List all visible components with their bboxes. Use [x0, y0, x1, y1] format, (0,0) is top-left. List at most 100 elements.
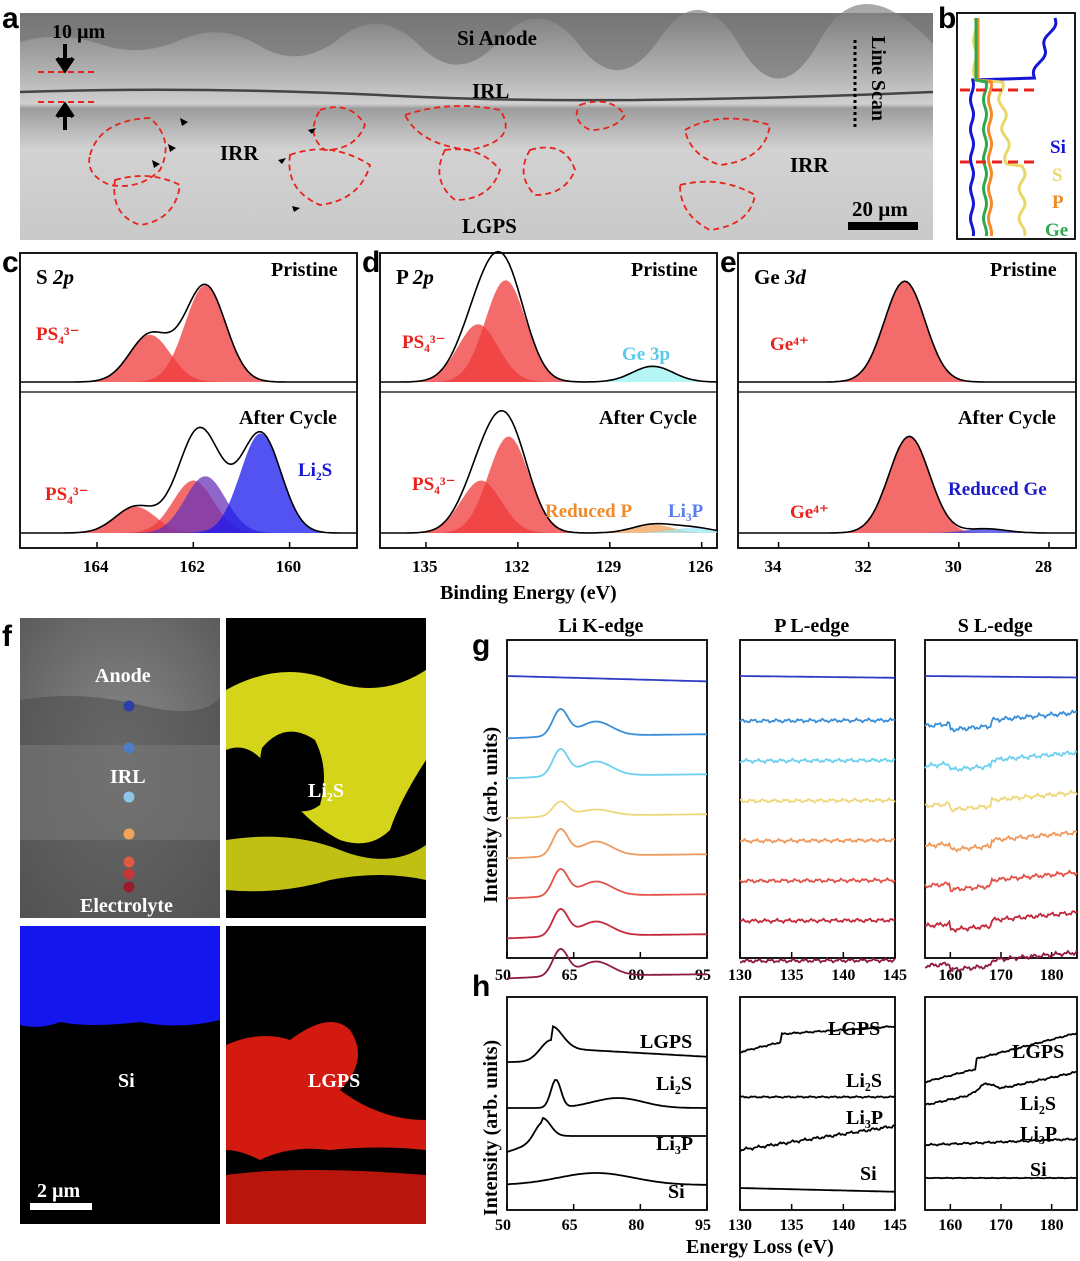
li2s-region-top	[226, 670, 426, 844]
haadf-irl-band	[20, 745, 220, 840]
eels-h-series-label: Li₂S	[1020, 1093, 1056, 1115]
xps-title: Ge 3d	[754, 265, 806, 289]
xps-title-orbital: 3d	[784, 265, 807, 289]
eels-tick-label: 160	[938, 967, 962, 984]
xps-species-label: Reduced P	[545, 501, 632, 522]
irl-label: IRL	[472, 79, 509, 103]
h-xlabel: Energy Loss (eV)	[686, 1236, 834, 1258]
eels-h-series-label: LGPS	[1012, 1041, 1064, 1063]
eels-h-series-label: Si	[668, 1181, 685, 1203]
li2s-map-label: Li₂S	[308, 780, 344, 802]
panel-f: f Anode IRL Electrolyte Li₂S Si 2 µm LGP…	[2, 618, 426, 1224]
eels-tick-label: 145	[883, 967, 907, 984]
eels-tick-label: 50	[495, 967, 511, 984]
legend-ge: Ge	[1045, 220, 1068, 241]
xps-envelope	[380, 250, 718, 383]
xps-tick-label: 34	[765, 557, 783, 576]
eels-g-series	[739, 757, 896, 765]
xps-tick-label: 160	[276, 557, 302, 576]
xps-species-label: Li₂S	[298, 460, 332, 481]
scale-bar-f	[30, 1203, 92, 1210]
eels-g-series	[924, 869, 1078, 893]
eels-g-title: P L-edge	[774, 615, 849, 637]
eels-g-series	[506, 747, 708, 780]
eels-panels: Li K-edge 50 65 80 95 P L-edge 130 135 140 145 S L…	[495, 615, 1078, 1234]
eels-tick-label: 130	[728, 967, 752, 984]
xps-species-label: Reduced Ge	[948, 479, 1047, 500]
scale-bar-a	[848, 222, 918, 230]
eels-g-series	[924, 709, 1078, 733]
eels-h-series-label: Si	[1030, 1159, 1047, 1181]
xps-panel-d: 135 132 129 126 Pristine After Cycle P 2p PS₄³⁻…	[379, 250, 718, 576]
li2s-region-bottom	[226, 836, 426, 892]
anode-label: Anode	[95, 665, 151, 687]
xps-peak	[380, 527, 717, 533]
eels-g-series	[739, 797, 896, 804]
irr-right-label: IRR	[790, 153, 829, 177]
haadf-points	[123, 700, 135, 893]
xps-title: S 2p	[36, 265, 74, 289]
eels-g-panel-2: S L-edge 160 170 180	[924, 615, 1078, 984]
electrolyte-label: Electrolyte	[80, 895, 173, 917]
xps-peak	[380, 480, 717, 533]
eels-g-series	[739, 917, 896, 925]
xps-tick-label: 164	[83, 557, 109, 576]
xps-peak	[20, 285, 357, 382]
scale-label-a: 20 µm	[852, 197, 908, 221]
eels-h-series-label: Li₃P	[656, 1133, 693, 1155]
eels-g-panel-1: P L-edge 130 135 140 145	[728, 615, 907, 984]
eels-tick-label: 145	[883, 1217, 907, 1234]
eels-tick-label: 80	[628, 967, 644, 984]
xps-species-label: Li₃P	[668, 501, 704, 522]
xps-peak	[738, 281, 1076, 382]
eels-tick-label: 140	[831, 1217, 855, 1234]
eels-g-series	[506, 675, 708, 683]
eels-h-panel-2: 160 170 180 LGPS Li₂S Li₃P Si	[924, 996, 1078, 1234]
lgps-region-bottom	[226, 1170, 426, 1224]
eels-g-title: Li K-edge	[558, 615, 643, 637]
xps-peak	[380, 524, 717, 533]
eels-h-series	[506, 1116, 707, 1153]
xps-tick-label: 162	[179, 557, 205, 576]
xps-frame-d	[379, 252, 718, 549]
panel-letter-d: d	[362, 246, 380, 279]
eels-g-series	[739, 957, 896, 964]
si-anode-label: Si Anode	[457, 26, 537, 50]
legend-p: P	[1052, 192, 1064, 213]
eels-tick-label: 135	[780, 967, 804, 984]
xps-peak	[20, 506, 357, 533]
eels-g-series	[924, 830, 1078, 853]
eels-h-series	[739, 1025, 896, 1054]
eels-g-series	[506, 707, 708, 740]
si-region	[20, 926, 220, 1027]
haadf-point	[123, 791, 135, 803]
panel-letter-b: b	[938, 2, 956, 35]
haadf-point	[123, 828, 135, 840]
irl-boundary	[19, 88, 934, 102]
lgps-region	[226, 1022, 426, 1160]
haadf-point	[123, 868, 135, 880]
eels-g-panel-0: Li K-edge 50 65 80 95	[495, 615, 711, 984]
xps-tick-label: 135	[412, 557, 438, 576]
h-ylabel: Intensity (arb. units)	[480, 1040, 502, 1216]
eels-h-series	[739, 1095, 896, 1099]
xps-tick-label: 129	[596, 557, 622, 576]
eels-g-frame	[506, 639, 708, 959]
xps-state-label: Pristine	[631, 259, 698, 281]
eels-g-series	[740, 675, 895, 679]
xps-tick-label: 28	[1035, 557, 1052, 576]
xps-species-label: Ge 3p	[622, 344, 670, 365]
eels-tick-label: 160	[938, 1217, 962, 1234]
xps-state-label: After Cycle	[599, 407, 697, 429]
eels-g-series	[506, 947, 708, 980]
eels-h-series	[507, 1024, 708, 1063]
xps-peak	[380, 324, 717, 382]
xps-peak	[380, 366, 717, 382]
xps-state-label: Pristine	[990, 259, 1057, 281]
eels-tick-label: 50	[495, 1217, 511, 1234]
legend-si: Si	[1050, 137, 1066, 158]
eels-h-series	[506, 1172, 707, 1186]
xps-xlabel: Binding Energy (eV)	[440, 582, 617, 604]
eels-h-series-label: Li₂S	[656, 1073, 692, 1095]
